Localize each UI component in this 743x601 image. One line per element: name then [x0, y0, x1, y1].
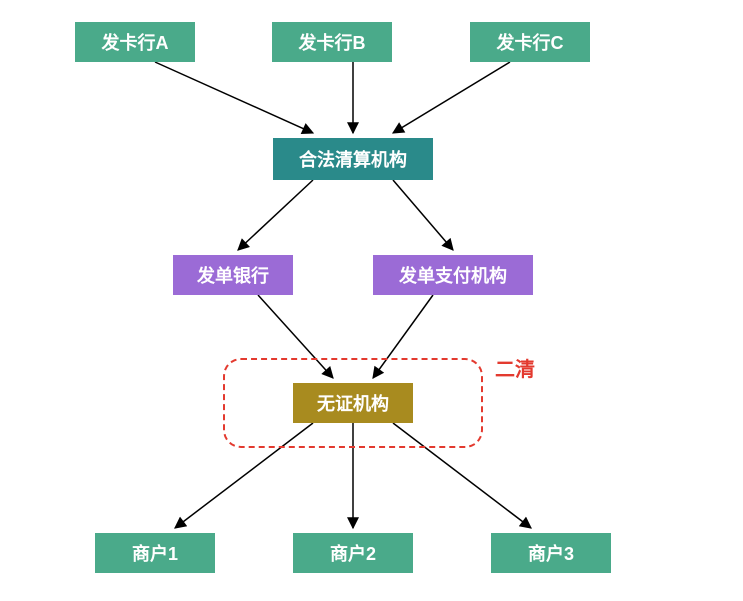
erqing-annotation: 二清 [495, 353, 535, 382]
node-label: 发单银行 [197, 262, 269, 288]
edge-clear_to_payorg [393, 180, 453, 250]
edge-c_to_clear [393, 62, 510, 133]
node-issuer-c: 发卡行C [470, 22, 590, 62]
node-label: 发卡行A [102, 29, 169, 55]
node-label: 商户2 [330, 540, 376, 566]
node-clearing-org: 合法清算机构 [273, 138, 433, 180]
node-label: 商户3 [528, 540, 574, 566]
node-merchant-1: 商户1 [95, 533, 215, 573]
node-merchant-3: 商户3 [491, 533, 611, 573]
edge-clear_to_bank [238, 180, 313, 250]
node-label: 发卡行B [299, 29, 366, 55]
node-label: 发单支付机构 [399, 262, 507, 288]
edge-a_to_clear [155, 62, 313, 133]
node-issuer-a: 发卡行A [75, 22, 195, 62]
node-merchant-2: 商户2 [293, 533, 413, 573]
node-acquiring-payorg: 发单支付机构 [373, 255, 533, 295]
node-label: 商户1 [132, 540, 178, 566]
node-label: 发卡行C [497, 29, 564, 55]
edges-layer [0, 0, 743, 601]
node-label: 合法清算机构 [299, 146, 407, 172]
node-label: 无证机构 [317, 390, 389, 416]
node-acquiring-bank: 发单银行 [173, 255, 293, 295]
node-unlicensed-org: 无证机构 [293, 383, 413, 423]
annotation-text: 二清 [495, 359, 535, 381]
diagram-canvas: 发卡行A 发卡行B 发卡行C 合法清算机构 发单银行 发单支付机构 无证机构 二… [0, 0, 743, 601]
node-issuer-b: 发卡行B [272, 22, 392, 62]
